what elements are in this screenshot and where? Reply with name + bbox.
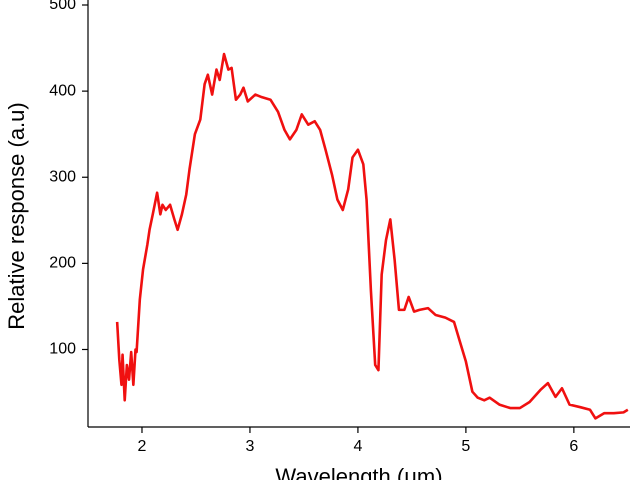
x-tick-label: 6 xyxy=(569,438,578,455)
data-line xyxy=(115,52,629,420)
x-tick-label: 2 xyxy=(138,438,147,455)
x-tick-label: 3 xyxy=(245,438,254,455)
y-tick-label: 500 xyxy=(49,0,76,13)
x-tick-label: 5 xyxy=(461,438,470,455)
y-tick-label: 200 xyxy=(49,255,76,272)
x-tick-label: 4 xyxy=(353,438,362,455)
y-tick-label: 100 xyxy=(49,341,76,358)
y-axis-title: Relative response (a.u) xyxy=(4,102,29,329)
y-tick-label: 300 xyxy=(49,168,76,185)
x-axis-title: Wavelength (μm) xyxy=(275,464,442,480)
y-tick-label: 400 xyxy=(49,82,76,99)
